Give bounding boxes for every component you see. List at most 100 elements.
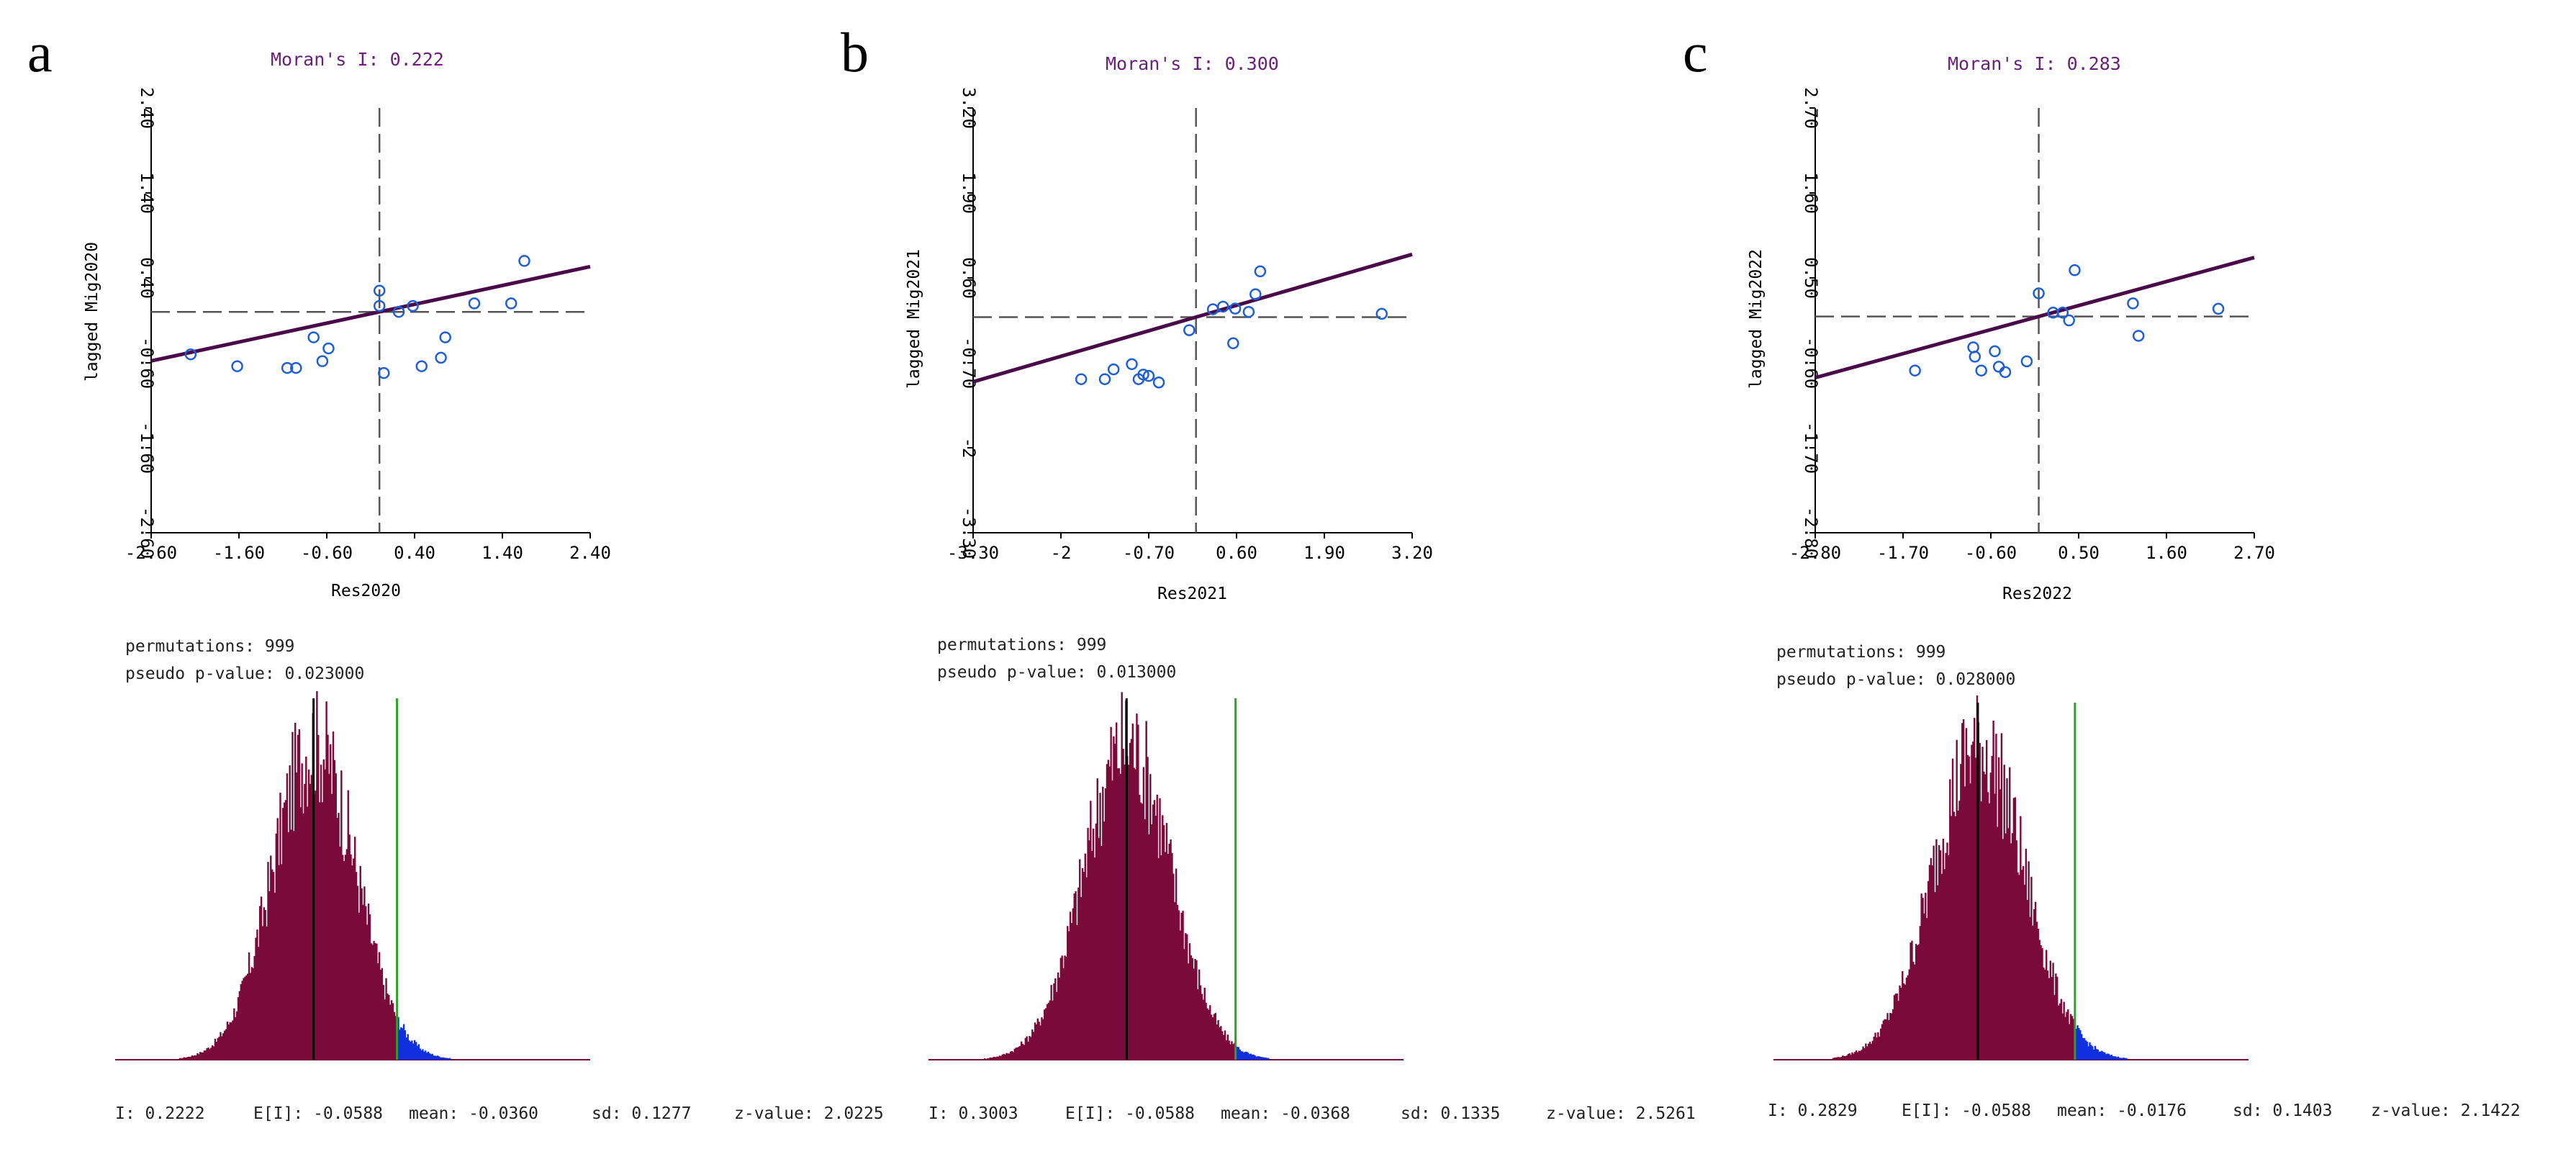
x-tick-label: 0.40	[394, 543, 435, 563]
tail-bar	[2090, 1045, 2092, 1060]
permutation-histogram	[115, 691, 590, 1060]
histogram-bar	[298, 729, 301, 1060]
histogram-bar	[327, 734, 329, 1060]
histogram-bar	[338, 813, 340, 1060]
histogram-bar	[389, 1004, 392, 1060]
histogram-bar	[1197, 989, 1199, 1060]
tail-bar	[2079, 1029, 2082, 1060]
histogram-bar	[1885, 1019, 1887, 1060]
tail-bar	[417, 1044, 420, 1060]
stats-z: z-value: 2.5261	[1546, 1104, 1696, 1123]
histogram-bar	[1896, 993, 1898, 1060]
histogram-bar	[1075, 891, 1077, 1060]
data-point	[322, 342, 335, 355]
histogram-bar	[1162, 825, 1165, 1060]
tail-bar	[1260, 1057, 1263, 1060]
histogram-bar	[256, 929, 258, 1060]
histogram-bar	[1004, 1054, 1006, 1060]
histogram-bar	[200, 1052, 203, 1060]
histogram-bar	[370, 943, 373, 1060]
histogram-bar	[1032, 1032, 1035, 1060]
histogram-bar	[1950, 816, 1953, 1060]
histogram-bar	[330, 793, 333, 1060]
histogram-bar	[286, 773, 289, 1060]
histogram-bar	[1923, 913, 1925, 1060]
data-point	[1249, 288, 1262, 300]
histogram-bar	[1064, 955, 1066, 1060]
histogram-bar	[1130, 739, 1133, 1060]
histogram-bar	[353, 858, 355, 1060]
histogram-bar	[1139, 794, 1141, 1060]
histogram-bar	[194, 1055, 196, 1060]
histogram-bar	[1073, 893, 1075, 1060]
histogram-bar	[321, 802, 324, 1060]
histogram-bar	[394, 1016, 397, 1060]
histogram-bar	[1220, 1026, 1222, 1060]
stats-i: I: 0.2222	[115, 1104, 205, 1123]
histogram-bar	[1150, 824, 1153, 1060]
histogram-bar	[1127, 765, 1130, 1060]
data-point	[1992, 361, 2005, 373]
histogram-bar	[2020, 816, 2022, 1060]
tail-bar	[2086, 1041, 2088, 1060]
tail-bar	[1248, 1054, 1251, 1060]
histogram-bar	[222, 1033, 225, 1060]
histogram-bar	[325, 701, 327, 1060]
data-point	[1137, 369, 1149, 381]
histogram-bar	[989, 1057, 991, 1060]
tail-bar	[2116, 1057, 2118, 1060]
histogram-bar	[1897, 1001, 1899, 1060]
histogram-bar	[350, 854, 352, 1060]
histogram-bar	[1842, 1055, 1844, 1060]
data-point	[316, 355, 329, 367]
histogram-bar	[355, 872, 358, 1060]
stats-ei: E[I]: -0.0588	[1065, 1104, 1196, 1123]
tail-bar	[1252, 1054, 1255, 1060]
histogram-bar	[367, 904, 370, 1060]
histogram-bar	[1943, 869, 1945, 1060]
histogram-bar	[223, 1030, 226, 1060]
histogram-bar	[363, 886, 366, 1060]
tail-bar	[407, 1034, 409, 1060]
histogram-bar	[378, 952, 381, 1060]
histogram-bar	[2067, 1009, 2069, 1060]
tail-bar	[2087, 1046, 2089, 1060]
histogram-bar	[1954, 816, 1957, 1060]
histogram-bar	[1111, 780, 1113, 1060]
histogram-bar	[2034, 901, 2037, 1060]
histogram-bar	[261, 926, 264, 1060]
histogram-bar	[1867, 1043, 1870, 1060]
histogram-bar	[1145, 721, 1147, 1060]
histogram-bar	[1081, 868, 1084, 1060]
panel-b: b Moran's I: 0.300 -3.30 -2 -0.70 0.60 1.90 3…	[835, 0, 1696, 1167]
histogram-bar	[1211, 1017, 1214, 1060]
histogram-bar	[1847, 1054, 1850, 1060]
histogram-bar	[293, 831, 295, 1060]
histogram-bar	[1980, 801, 1982, 1060]
data-point	[1126, 358, 1138, 371]
x-tick-label: 0.60	[1216, 543, 1257, 563]
histogram-bar	[330, 744, 332, 1060]
histogram-bar	[1966, 754, 1969, 1060]
histogram-bar	[2015, 840, 2017, 1060]
histogram-bar	[1965, 728, 1968, 1060]
tail-bar	[2117, 1056, 2120, 1060]
histogram-bar	[235, 1017, 237, 1060]
histogram-bar	[1894, 993, 1897, 1060]
data-point	[2033, 287, 2045, 299]
histogram-bar	[229, 1022, 231, 1060]
tail-bar	[2112, 1056, 2114, 1060]
tail-bar	[1257, 1056, 1259, 1060]
tail-bar	[427, 1051, 430, 1060]
histogram-bar	[1974, 757, 1977, 1060]
histogram-bar	[1176, 904, 1179, 1060]
histogram-bar	[2056, 976, 2058, 1060]
pseudo-p-value-text: pseudo p-value: 0.023000	[125, 664, 365, 683]
histogram-bar	[2000, 733, 2003, 1060]
histogram-bar	[1920, 893, 1922, 1060]
histogram-bar	[1031, 1029, 1034, 1060]
histogram-bar	[373, 941, 375, 1060]
data-point	[1183, 324, 1196, 336]
histogram-bar	[289, 765, 291, 1060]
regression-line	[1815, 256, 2255, 380]
